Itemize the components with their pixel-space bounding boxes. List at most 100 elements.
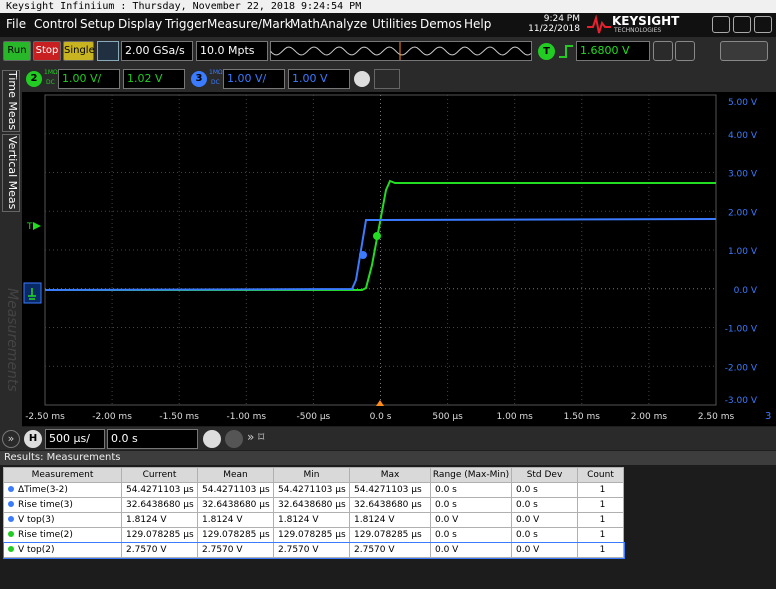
y-axis-label: -2.00 V: [725, 363, 758, 373]
channel-scale[interactable]: 1.00 V/: [223, 69, 285, 89]
column-header: Current: [121, 467, 198, 483]
channel-more-button[interactable]: [374, 69, 400, 89]
sample-rate[interactable]: 2.00 GSa/s: [121, 41, 193, 61]
result-cell: Rise time(3): [3, 497, 122, 513]
result-cell: 2.7570 V: [197, 542, 274, 558]
menu-item[interactable]: Utilities: [372, 17, 418, 31]
title-bar: Keysight Infiniium : Thursday, November …: [0, 0, 776, 13]
expand-button[interactable]: »: [2, 430, 20, 448]
pan-button[interactable]: [225, 430, 243, 448]
redo-button[interactable]: [675, 41, 695, 61]
channel-impedance: 1MΩ: [44, 69, 58, 76]
cell-text: 2.7570 V: [354, 545, 395, 555]
stop-button[interactable]: Stop: [33, 41, 61, 61]
cell-text: 0.0 s: [435, 485, 457, 495]
side-tab[interactable]: Vertical Meas: [2, 134, 20, 212]
channel-impedance: 1MΩ: [209, 69, 223, 76]
column-header: Range (Max-Min): [430, 467, 512, 483]
cell-text: 0.0 s: [516, 530, 538, 540]
cell-text: 32.6438680 µs: [202, 500, 270, 510]
trigger-level[interactable]: 1.6800 V: [576, 41, 650, 61]
result-row[interactable]: ΔTime(3-2) 54.4271103 µs 54.4271103 µs 54.4…: [3, 482, 624, 498]
side-tab[interactable]: Time Meas: [2, 70, 20, 132]
cell-text: 129.078285 µs: [126, 530, 194, 540]
result-cell: 0.0 s: [511, 482, 578, 498]
menu-item[interactable]: File: [6, 17, 27, 31]
cell-text: V top(2): [18, 545, 55, 555]
result-cell: 0.0 s: [430, 482, 512, 498]
menu-item[interactable]: Measure/Mark: [207, 17, 292, 31]
x-axis-label: 2.00 ms: [631, 412, 668, 422]
channel-badge[interactable]: 2: [26, 71, 42, 87]
undo-button[interactable]: [653, 41, 673, 61]
cell-text: 0.0 V: [516, 545, 540, 555]
result-cell: 0.0 s: [511, 497, 578, 513]
column-header: Std Dev: [511, 467, 578, 483]
results-panel: Measurement Current Mean Min Max Range (Max-M…: [0, 465, 776, 589]
cell-text: 1: [599, 530, 606, 540]
more-button[interactable]: » ⌑: [247, 430, 265, 444]
result-cell: 54.4271103 µs: [349, 482, 431, 498]
single-button[interactable]: Single: [63, 41, 95, 61]
cell-text: 1: [599, 485, 606, 495]
result-cell: 129.078285 µs: [121, 527, 198, 543]
menu-item[interactable]: Help: [464, 17, 492, 31]
logo-icon: [587, 15, 611, 34]
y-axis-label: 5.00 V: [728, 98, 758, 108]
menu-item[interactable]: Trigger: [165, 17, 207, 31]
result-row[interactable]: V top(3) 1.8124 V 1.8124 V 1.8124 V 1.8124 V…: [3, 512, 624, 528]
side-tab[interactable]: Measurements: [4, 287, 20, 392]
horizontal-scale[interactable]: 500 µs/: [45, 429, 105, 449]
horizontal-badge[interactable]: H: [24, 430, 42, 448]
acquisition-icon[interactable]: [97, 41, 119, 61]
minimize-button[interactable]: [712, 16, 730, 33]
maximize-button[interactable]: [733, 16, 751, 33]
menu-item[interactable]: Setup: [80, 17, 115, 31]
result-cell: 129.078285 µs: [197, 527, 274, 543]
column-header: Count: [577, 467, 624, 483]
result-cell: 2.7570 V: [273, 542, 350, 558]
result-row[interactable]: Rise time(2) 129.078285 µs 129.078285 µs 12…: [3, 527, 624, 543]
memory-depth[interactable]: 10.0 Mpts: [196, 41, 268, 61]
menu-item[interactable]: Analyze: [320, 17, 368, 31]
cell-text: V top(3): [18, 515, 55, 525]
cell-text: 32.6438680 µs: [126, 500, 194, 510]
channel-offset[interactable]: 1.00 V: [288, 69, 350, 89]
horizontal-bar: » H 500 µs/ 0.0 s » ⌑: [0, 427, 776, 450]
zoom-button[interactable]: [203, 430, 221, 448]
channel-2-marker: [373, 232, 381, 240]
result-row[interactable]: V top(2) 2.7570 V 2.7570 V 2.7570 V 2.7570 V…: [2, 541, 625, 559]
menu-item[interactable]: Math: [290, 17, 321, 31]
trigger-level-arrow: [33, 222, 41, 230]
side-panel: Time Meas Vertical Meas Measurements: [0, 67, 22, 427]
x-axis-label: 0.0 s: [370, 412, 392, 422]
horizontal-position[interactable]: 0.0 s: [107, 429, 198, 449]
y-axis-label: -1.00 V: [725, 325, 758, 335]
cell-text: 0.0 s: [516, 500, 538, 510]
channel-offset[interactable]: 1.02 V: [123, 69, 185, 89]
cell-text: 2.7570 V: [278, 545, 319, 555]
trigger-badge[interactable]: T: [538, 43, 555, 60]
trigger-position-marker: [376, 400, 384, 406]
column-header: Mean: [197, 467, 274, 483]
channel-badge[interactable]: 3: [191, 71, 207, 87]
run-button[interactable]: Run: [3, 41, 31, 61]
toolbar: Run Stop Single 2.00 GSa/s 10.0 Mpts T 1…: [0, 37, 776, 67]
column-header: Measurement: [3, 467, 122, 483]
menu-item[interactable]: Display: [118, 17, 163, 31]
channel-scale[interactable]: 1.00 V/: [58, 69, 120, 89]
close-button[interactable]: [754, 16, 772, 33]
menu-item[interactable]: Control: [34, 17, 78, 31]
cell-text: 54.4271103 µs: [126, 485, 194, 495]
result-cell: 32.6438680 µs: [197, 497, 274, 513]
autoscale-button[interactable]: [720, 41, 768, 61]
x-axis-label: -2.00 ms: [92, 412, 132, 422]
result-row[interactable]: Rise time(3) 32.6438680 µs 32.6438680 µs 32…: [3, 497, 624, 513]
axis-channel-label: 3: [765, 411, 771, 422]
add-channel-button[interactable]: [354, 71, 370, 87]
menu-item[interactable]: Demos: [420, 17, 462, 31]
result-cell: 1.8124 V: [197, 512, 274, 528]
column-header: Max: [349, 467, 431, 483]
